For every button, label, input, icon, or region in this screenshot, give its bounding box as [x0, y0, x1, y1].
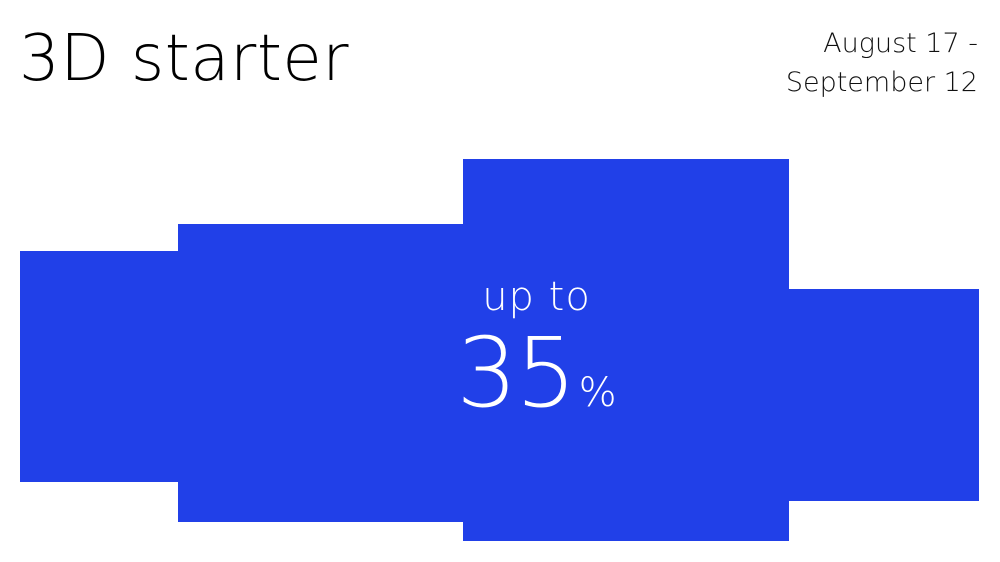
date-range-start: August 17 - [823, 28, 978, 59]
offer-unit: % [578, 370, 617, 416]
blue-block-left [20, 251, 180, 482]
blue-block-right [787, 289, 979, 501]
page-title: 3D starter [19, 22, 350, 96]
date-range-end: September 12 [785, 67, 978, 99]
offer-prefix: up to [482, 274, 591, 320]
blue-block-center-left [178, 224, 465, 522]
discount-offer: up to 35% [20, 159, 979, 541]
offer-amount: 35% [57, 325, 1000, 421]
date-range: August 17 - September 12 [786, 24, 978, 102]
blue-block-center-right [463, 159, 789, 541]
offer-value: 35 [456, 317, 576, 429]
